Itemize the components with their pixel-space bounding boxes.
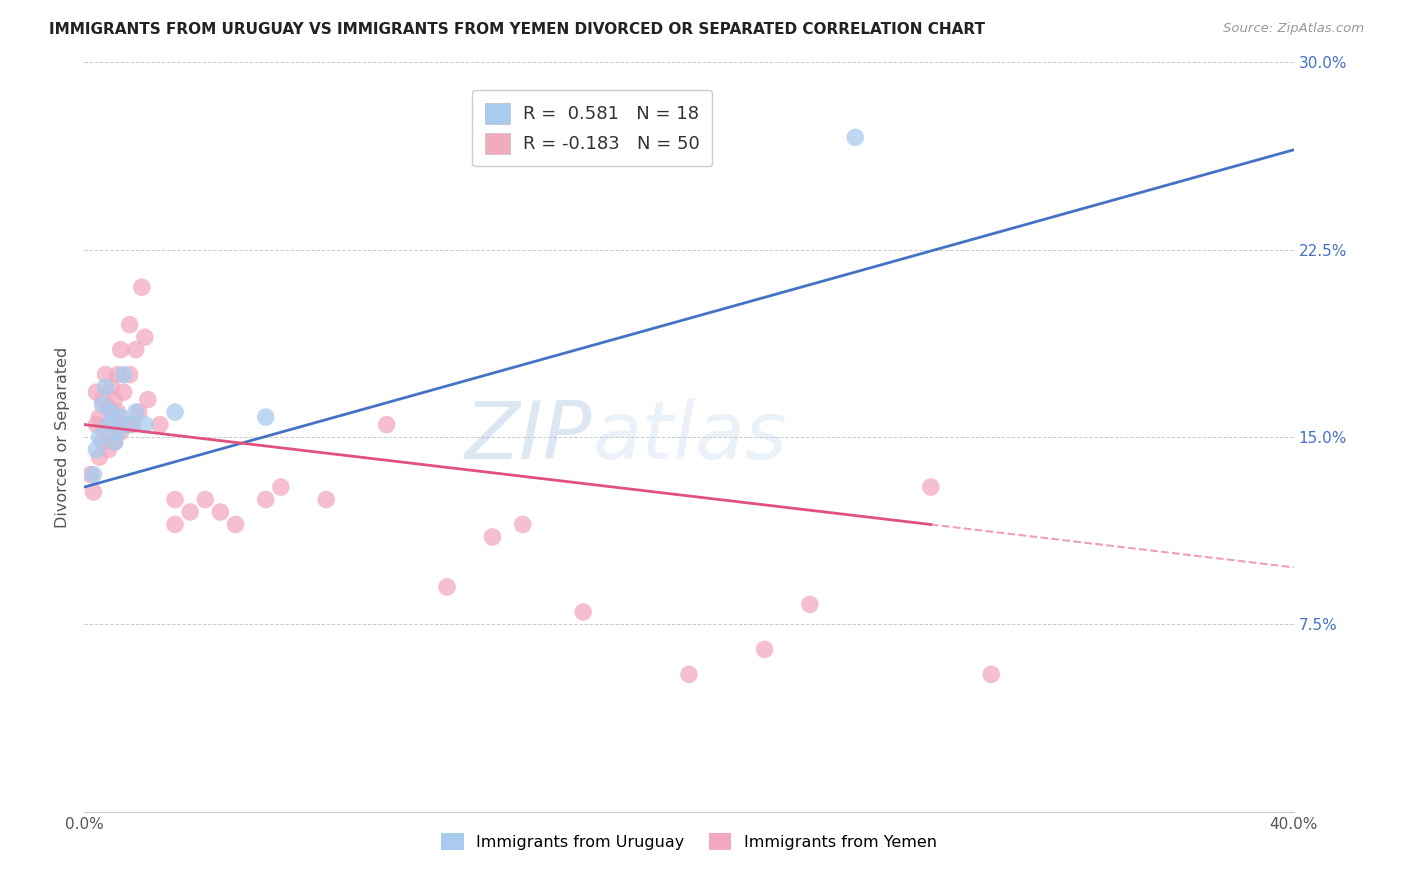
Point [104, 435, 127, 450]
Text: atlas: atlas [592, 398, 787, 476]
Point [107, 405, 129, 419]
Text: IMMIGRANTS FROM URUGUAY VS IMMIGRANTS FROM YEMEN DIVORCED OR SEPARATED CORRELATI: IMMIGRANTS FROM URUGUAY VS IMMIGRANTS FR… [49, 22, 986, 37]
Point [110, 343, 132, 357]
Point [315, 492, 337, 507]
Point [89, 430, 111, 444]
Point [799, 598, 821, 612]
Point [128, 405, 150, 419]
Point [134, 330, 156, 344]
Point [82, 467, 104, 482]
Point [91, 435, 114, 450]
Point [86, 417, 108, 432]
Point [79, 467, 101, 482]
Point [194, 492, 217, 507]
Point [91, 392, 114, 407]
Point [94, 380, 117, 394]
Point [107, 425, 129, 439]
Point [131, 280, 153, 294]
Text: ZIP: ZIP [465, 398, 592, 476]
Point [980, 667, 1002, 681]
Point [112, 368, 135, 382]
Point [115, 417, 138, 432]
Point [165, 492, 187, 507]
Point [678, 667, 700, 681]
Point [91, 398, 114, 412]
Point [754, 642, 776, 657]
Point [844, 130, 866, 145]
Point [97, 442, 120, 457]
Text: Source: ZipAtlas.com: Source: ZipAtlas.com [1223, 22, 1364, 36]
Point [104, 435, 127, 450]
Point [209, 505, 232, 519]
Point [100, 405, 122, 419]
Point [94, 425, 117, 439]
Point [86, 442, 108, 457]
Point [94, 368, 117, 382]
Point [89, 410, 111, 425]
Point [82, 485, 104, 500]
Point [165, 405, 187, 419]
Legend: Immigrants from Uruguay, Immigrants from Yemen: Immigrants from Uruguay, Immigrants from… [434, 827, 943, 856]
Point [134, 417, 156, 432]
Point [97, 417, 120, 432]
Point [89, 450, 111, 464]
Point [110, 410, 132, 425]
Point [107, 368, 129, 382]
Point [225, 517, 247, 532]
Point [512, 517, 534, 532]
Point [86, 385, 108, 400]
Point [920, 480, 942, 494]
Point [270, 480, 292, 494]
Point [165, 517, 187, 532]
Point [118, 318, 141, 332]
Point [149, 417, 172, 432]
Point [254, 410, 277, 425]
Point [121, 417, 143, 432]
Point [110, 425, 132, 439]
Point [633, 130, 655, 145]
Point [481, 530, 503, 544]
Point [254, 492, 277, 507]
Point [572, 605, 595, 619]
Point [118, 368, 141, 382]
Point [100, 380, 122, 394]
Point [125, 343, 148, 357]
Point [118, 417, 141, 432]
Point [136, 392, 159, 407]
Point [179, 505, 201, 519]
Point [100, 417, 122, 432]
Point [436, 580, 458, 594]
Point [375, 417, 398, 432]
Point [104, 392, 127, 407]
Point [125, 405, 148, 419]
Point [97, 400, 120, 414]
Y-axis label: Divorced or Separated: Divorced or Separated [55, 346, 70, 528]
Point [112, 385, 135, 400]
